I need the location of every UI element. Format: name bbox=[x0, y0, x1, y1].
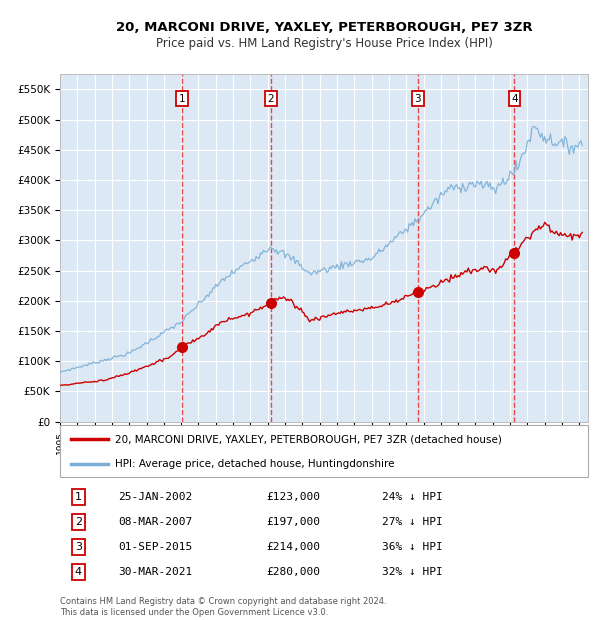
Text: 27% ↓ HPI: 27% ↓ HPI bbox=[382, 516, 443, 527]
Text: Price paid vs. HM Land Registry's House Price Index (HPI): Price paid vs. HM Land Registry's House … bbox=[155, 37, 493, 50]
Text: 1: 1 bbox=[179, 94, 186, 104]
Text: 25-JAN-2002: 25-JAN-2002 bbox=[118, 492, 193, 502]
Text: 1: 1 bbox=[75, 492, 82, 502]
Text: 3: 3 bbox=[415, 94, 421, 104]
Text: 4: 4 bbox=[75, 567, 82, 577]
Text: 01-SEP-2015: 01-SEP-2015 bbox=[118, 542, 193, 552]
Text: 20, MARCONI DRIVE, YAXLEY, PETERBOROUGH, PE7 3ZR (detached house): 20, MARCONI DRIVE, YAXLEY, PETERBOROUGH,… bbox=[115, 435, 502, 445]
Text: 2: 2 bbox=[75, 516, 82, 527]
Text: £197,000: £197,000 bbox=[266, 516, 320, 527]
Text: 2: 2 bbox=[268, 94, 274, 104]
Text: £280,000: £280,000 bbox=[266, 567, 320, 577]
Text: 36% ↓ HPI: 36% ↓ HPI bbox=[382, 542, 443, 552]
Text: 20, MARCONI DRIVE, YAXLEY, PETERBOROUGH, PE7 3ZR: 20, MARCONI DRIVE, YAXLEY, PETERBOROUGH,… bbox=[116, 22, 532, 34]
Text: 4: 4 bbox=[511, 94, 518, 104]
Text: 32% ↓ HPI: 32% ↓ HPI bbox=[382, 567, 443, 577]
Text: Contains HM Land Registry data © Crown copyright and database right 2024.
This d: Contains HM Land Registry data © Crown c… bbox=[60, 598, 386, 617]
Text: HPI: Average price, detached house, Huntingdonshire: HPI: Average price, detached house, Hunt… bbox=[115, 459, 395, 469]
Text: 24% ↓ HPI: 24% ↓ HPI bbox=[382, 492, 443, 502]
Text: £123,000: £123,000 bbox=[266, 492, 320, 502]
Text: 3: 3 bbox=[75, 542, 82, 552]
Text: 08-MAR-2007: 08-MAR-2007 bbox=[118, 516, 193, 527]
Text: 30-MAR-2021: 30-MAR-2021 bbox=[118, 567, 193, 577]
Text: £214,000: £214,000 bbox=[266, 542, 320, 552]
